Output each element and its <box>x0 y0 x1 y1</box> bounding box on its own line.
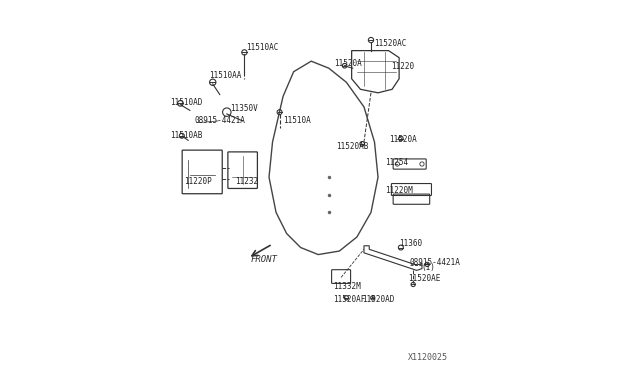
Text: 11520A: 11520A <box>334 60 362 68</box>
Text: X1120025: X1120025 <box>408 353 449 362</box>
Text: 11332M: 11332M <box>333 282 361 291</box>
Text: 11510AA: 11510AA <box>209 71 242 80</box>
Text: 11510A: 11510A <box>283 116 311 125</box>
Text: 11520AC: 11520AC <box>374 39 406 48</box>
Text: (1): (1) <box>421 263 435 272</box>
Text: 11350V: 11350V <box>230 104 258 113</box>
Text: 11220: 11220 <box>392 62 415 71</box>
Text: 11232: 11232 <box>236 177 259 186</box>
Text: 11510AD: 11510AD <box>170 98 203 107</box>
Text: 11520AB: 11520AB <box>336 142 368 151</box>
Text: 11220P: 11220P <box>184 177 212 186</box>
Text: 08915-4421A: 08915-4421A <box>195 116 245 125</box>
Text: 11254: 11254 <box>385 158 408 167</box>
Text: FRONT: FRONT <box>250 254 277 264</box>
Text: 11360: 11360 <box>399 239 422 248</box>
Text: 11520AD: 11520AD <box>362 295 395 304</box>
Text: 11220M: 11220M <box>385 186 413 195</box>
Text: 08915-4421A: 08915-4421A <box>410 258 461 267</box>
Text: 11510AC: 11510AC <box>246 43 278 52</box>
Text: 11520AF: 11520AF <box>333 295 365 304</box>
Text: 11510AB: 11510AB <box>170 131 203 140</box>
Text: 11520A: 11520A <box>389 135 417 144</box>
Text: 11520AE: 11520AE <box>408 274 440 283</box>
